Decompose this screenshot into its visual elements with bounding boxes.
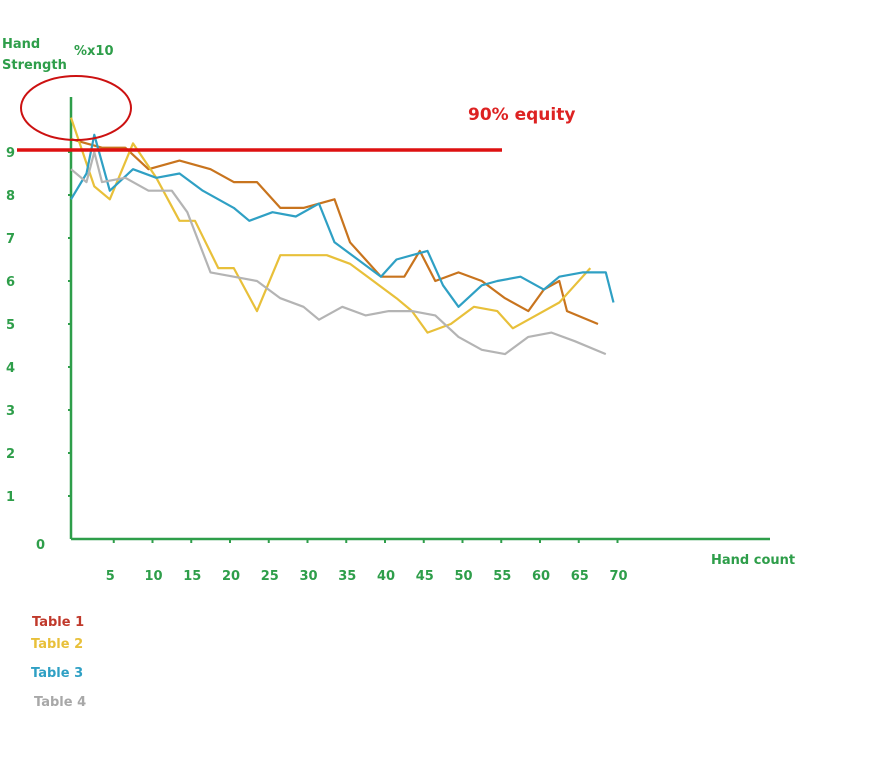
x-tick-label: 55 xyxy=(493,569,511,584)
equity-annotation-label: 90% equity xyxy=(468,105,575,125)
legend-label-table-3: Table 3 xyxy=(31,666,83,681)
x-tick-label: 40 xyxy=(377,569,395,584)
x-tick-label: 10 xyxy=(145,569,163,584)
legend-label-table-4: Table 4 xyxy=(34,695,86,710)
legend-label-table-2: Table 2 xyxy=(31,637,83,652)
y-axis-unit: %x10 xyxy=(74,44,114,59)
x-axis-label: Hand count xyxy=(711,553,795,568)
series-line-table-1 xyxy=(70,138,599,326)
x-tick-label: 15 xyxy=(183,569,201,584)
x-tick-label: 30 xyxy=(300,569,318,584)
y-tick-label: 1 xyxy=(6,490,15,505)
y-tick-label: 5 xyxy=(6,318,15,333)
x-tick-label: 5 xyxy=(106,569,115,584)
y-tick-label: 8 xyxy=(6,189,15,204)
series-layer xyxy=(69,117,615,356)
x-tick-label: 20 xyxy=(222,569,240,584)
y-axis-label-line2: Strength xyxy=(2,58,67,73)
y-tick-label: 6 xyxy=(6,275,15,290)
y-tick-label: 0 xyxy=(36,538,45,553)
x-tick-label: 60 xyxy=(532,569,550,584)
y-tick-label: 4 xyxy=(6,361,15,376)
y-tick-label: 3 xyxy=(6,404,15,419)
y-axis-label-line1: Hand xyxy=(2,37,40,52)
x-tick-label: 65 xyxy=(571,569,589,584)
x-tick-label: 35 xyxy=(338,569,356,584)
series-line-table-2 xyxy=(69,117,592,334)
legend-label-table-1: Table 1 xyxy=(32,615,84,630)
y-tick-label: 7 xyxy=(6,232,15,247)
x-tick-label: 45 xyxy=(416,569,434,584)
series-line-table-4 xyxy=(70,150,607,356)
legend: Table 1 Table 2 Table 3 Table 4 xyxy=(31,615,86,710)
series-line-table-3 xyxy=(70,133,615,308)
x-tick-label: 25 xyxy=(261,569,279,584)
y-tick-label: 2 xyxy=(6,447,15,462)
x-tick-label: 50 xyxy=(455,569,473,584)
y-tick-label: 9 xyxy=(6,146,15,161)
annotation-layer xyxy=(17,75,502,152)
x-tick-label: 70 xyxy=(610,569,628,584)
highlight-ellipse xyxy=(20,75,132,141)
